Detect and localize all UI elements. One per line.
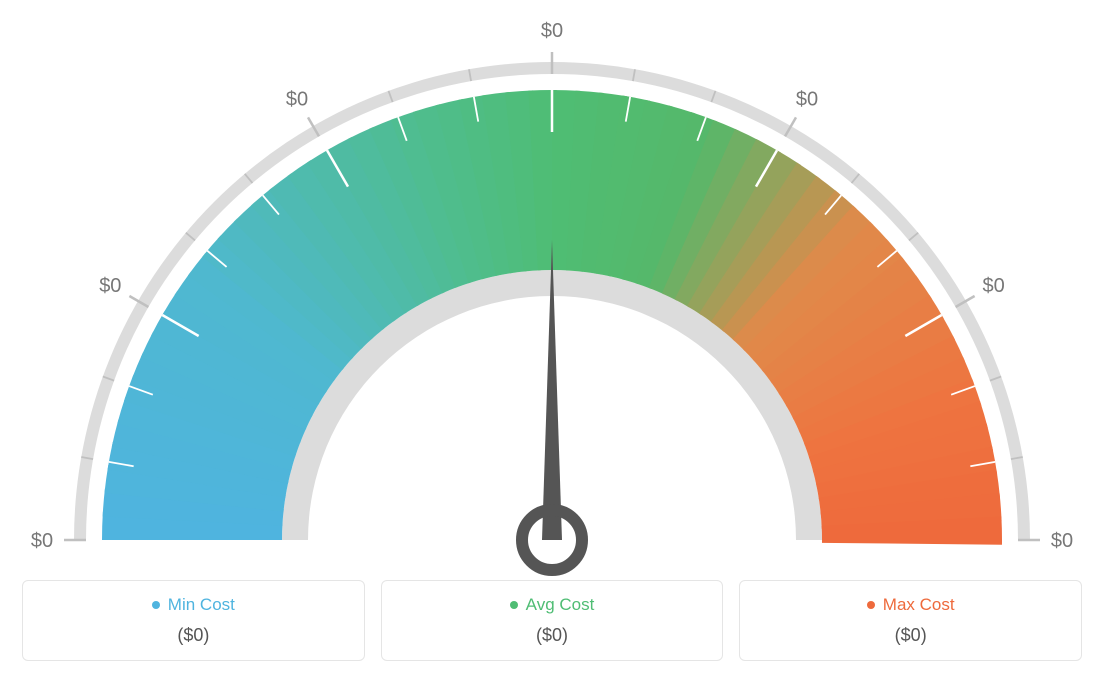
- legend-dot-avg: [510, 601, 518, 609]
- legend-row: Min Cost ($0) Avg Cost ($0) Max Cost ($0…: [22, 580, 1082, 661]
- svg-text:$0: $0: [286, 88, 308, 110]
- svg-text:$0: $0: [541, 20, 563, 42]
- svg-text:$0: $0: [99, 275, 121, 297]
- gauge-chart: $0 $0 $0 $0 $0 $0 $0 Min Cost ($0) Avg Cost ($…: [20, 20, 1084, 661]
- legend-card-min: Min Cost ($0): [22, 580, 365, 661]
- gauge-dial: $0 $0 $0 $0 $0 $0 $0: [22, 20, 1082, 570]
- legend-value-avg: ($0): [392, 625, 713, 646]
- legend-title-min: Min Cost: [168, 595, 235, 615]
- svg-text:$0: $0: [983, 275, 1005, 297]
- legend-card-max: Max Cost ($0): [739, 580, 1082, 661]
- legend-dot-min: [152, 601, 160, 609]
- legend-title-avg: Avg Cost: [526, 595, 595, 615]
- legend-dot-max: [867, 601, 875, 609]
- svg-text:$0: $0: [1051, 530, 1073, 552]
- svg-text:$0: $0: [31, 530, 53, 552]
- legend-title-max: Max Cost: [883, 595, 955, 615]
- legend-card-avg: Avg Cost ($0): [381, 580, 724, 661]
- legend-value-min: ($0): [33, 625, 354, 646]
- legend-value-max: ($0): [750, 625, 1071, 646]
- svg-text:$0: $0: [796, 88, 818, 110]
